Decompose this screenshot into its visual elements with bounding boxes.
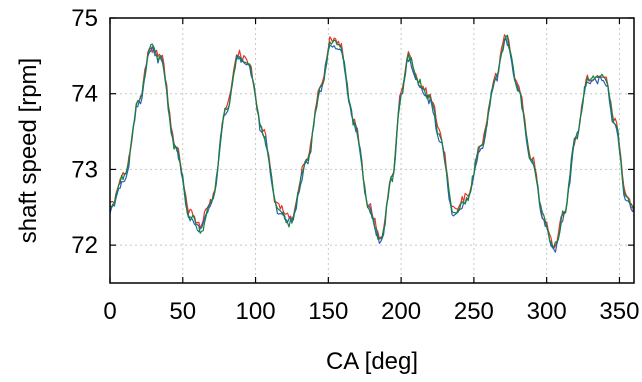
y-tick-label: 74 bbox=[71, 81, 98, 108]
grid bbox=[110, 18, 634, 283]
y-tick-label: 72 bbox=[71, 232, 98, 259]
y-tick-labels: 72 73 74 75 bbox=[71, 5, 98, 259]
y-tick-label: 75 bbox=[71, 5, 98, 32]
x-tick-label: 50 bbox=[169, 298, 196, 325]
plot-frame bbox=[109, 17, 635, 284]
x-tick-label: 150 bbox=[308, 298, 348, 325]
x-axis-label: CA [deg] bbox=[326, 348, 418, 375]
series-group bbox=[109, 34, 635, 253]
ticks bbox=[109, 17, 634, 283]
series-line-3 bbox=[109, 34, 635, 248]
x-tick-label: 0 bbox=[103, 298, 116, 325]
x-tick-label: 250 bbox=[454, 298, 494, 325]
x-tick-label: 200 bbox=[381, 298, 421, 325]
x-tick-labels: 0 50 100 150 200 250 300 350 bbox=[103, 298, 639, 325]
series-line-1 bbox=[109, 34, 635, 249]
series-line-2 bbox=[109, 36, 635, 253]
x-tick-label: 350 bbox=[599, 298, 639, 325]
y-axis-label: shaft speed [rpm] bbox=[15, 58, 42, 243]
x-tick-label: 300 bbox=[527, 298, 567, 325]
x-tick-label: 100 bbox=[236, 298, 276, 325]
y-tick-label: 73 bbox=[71, 156, 98, 183]
